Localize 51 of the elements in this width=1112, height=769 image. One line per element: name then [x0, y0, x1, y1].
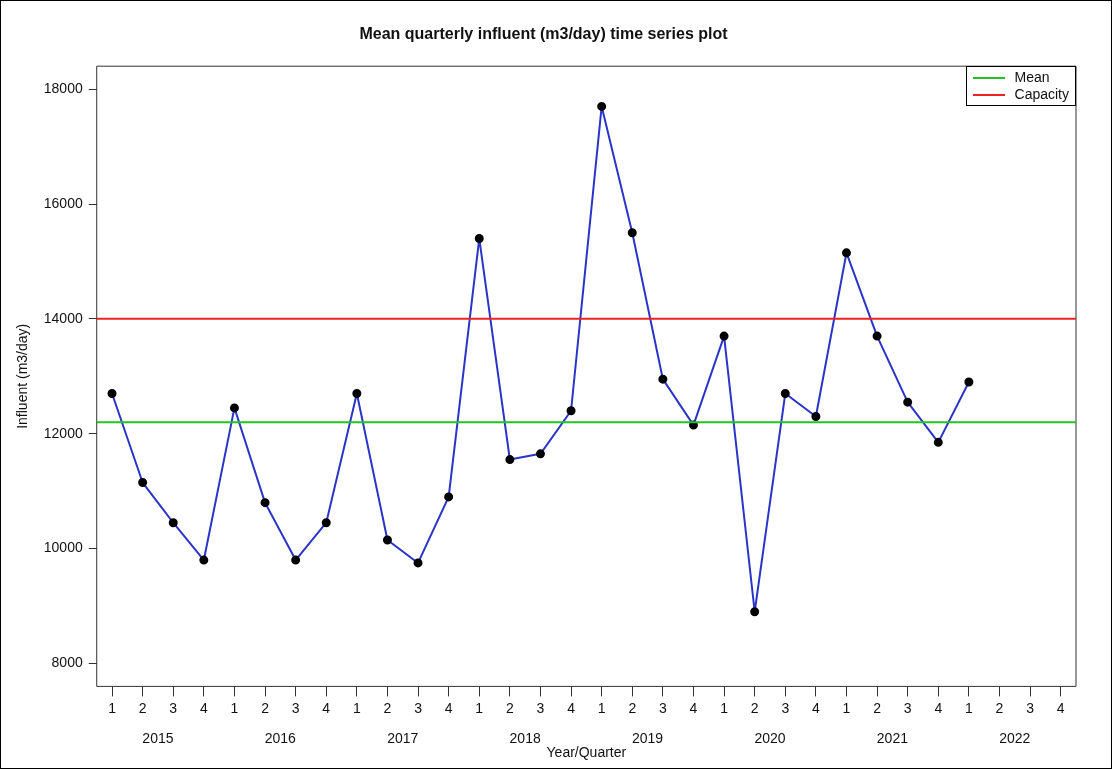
- x-tick-label: 1: [230, 699, 239, 716]
- y-tick-label: 10000: [43, 539, 83, 556]
- x-tick-label: 2: [750, 699, 759, 716]
- x-tick-label: 1: [720, 699, 729, 716]
- x-tick-label: 4: [811, 699, 820, 716]
- y-axis-title: Influent (m3/day): [14, 323, 31, 429]
- chart-title: Mean quarterly influent (m3/day) time series plot: [359, 25, 729, 43]
- x-tick-label: 1: [475, 699, 484, 716]
- x-tick-label: 4: [689, 699, 698, 716]
- x-tick-label: 2: [383, 699, 392, 716]
- text: 2016: [264, 729, 297, 746]
- text: 2018: [509, 729, 541, 746]
- x-tick-label: 3: [536, 699, 545, 716]
- y-tick-label: 14000: [43, 309, 83, 326]
- text: 2021: [876, 729, 909, 746]
- x-tick-label: 2: [261, 699, 270, 716]
- text: 2015: [142, 729, 174, 746]
- y-tick-label: 18000: [43, 80, 83, 97]
- x-axis-title: Year/Quarter: [546, 744, 627, 761]
- x-tick-label: 1: [108, 699, 117, 716]
- x-tick-label: 2: [995, 699, 1004, 716]
- x-tick-label: 2: [873, 699, 882, 716]
- y-tick-label: 8000: [51, 654, 83, 671]
- x-tick-label: 4: [1056, 699, 1065, 716]
- x-tick-label: 3: [414, 699, 423, 716]
- text: 2022: [999, 729, 1031, 746]
- text: 2020: [754, 729, 786, 746]
- y-tick-label: 16000: [43, 194, 83, 211]
- x-tick-label: 4: [934, 699, 943, 716]
- x-tick-label: 3: [1026, 699, 1035, 716]
- x-tick-label: 3: [291, 699, 300, 716]
- legend-label: Capacity: [1014, 86, 1069, 104]
- x-tick-label: 1: [964, 699, 973, 716]
- x-tick-label: 2: [628, 699, 637, 716]
- x-tick-label: 4: [322, 699, 331, 716]
- legend-label: Mean: [1014, 69, 1050, 87]
- x-tick-label: 1: [842, 699, 851, 716]
- x-tick-label: 1: [597, 699, 606, 716]
- x-tick-label: 4: [444, 699, 453, 716]
- text: 2017: [387, 729, 419, 746]
- x-tick-label: 4: [567, 699, 576, 716]
- x-tick-label: 4: [199, 699, 208, 716]
- x-tick-label: 3: [903, 699, 912, 716]
- x-tick-label: 3: [658, 699, 667, 716]
- x-tick-label: 2: [138, 699, 147, 716]
- y-tick-label: 12000: [43, 424, 83, 441]
- x-tick-label: 3: [169, 699, 178, 716]
- x-tick-label: 2: [505, 699, 514, 716]
- text: 2019: [631, 729, 664, 746]
- x-tick-label: 3: [781, 699, 790, 716]
- x-tick-label: 1: [352, 699, 361, 716]
